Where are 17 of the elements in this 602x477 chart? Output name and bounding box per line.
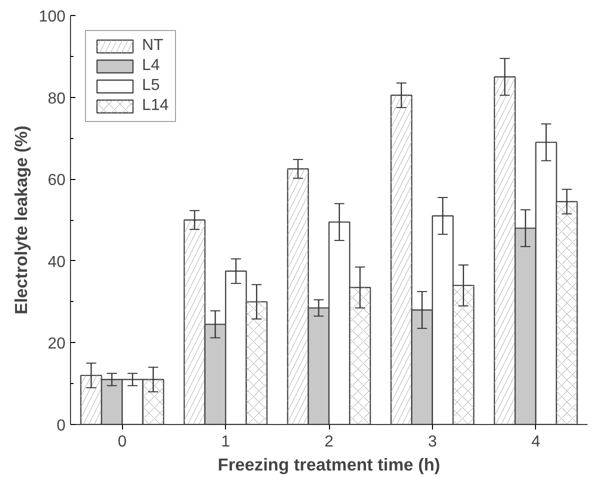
- x-tick-label: 1: [221, 434, 230, 450]
- x-tick-label: 4: [531, 434, 540, 450]
- x-tick-label: 2: [324, 434, 334, 450]
- legend-label: L5: [142, 77, 161, 95]
- legend-label: L4: [142, 57, 161, 75]
- x-axis-title: Freezing treatment time (h): [218, 454, 440, 474]
- x-tick-label: 3: [428, 434, 437, 450]
- y-tick-label: 20: [48, 336, 66, 353]
- legend-label: NT: [142, 37, 164, 55]
- y-axis-title: Electrolyte leakage (%): [10, 126, 31, 314]
- y-tick-label: 80: [48, 90, 66, 108]
- y-tick-label: 60: [48, 172, 66, 190]
- y-tick-label: 100: [38, 8, 66, 26]
- x-tick-label: 0: [118, 434, 127, 450]
- legend-label: L14: [142, 97, 169, 115]
- y-tick-label: 0: [56, 418, 66, 434]
- y-tick-label: 40: [48, 254, 66, 271]
